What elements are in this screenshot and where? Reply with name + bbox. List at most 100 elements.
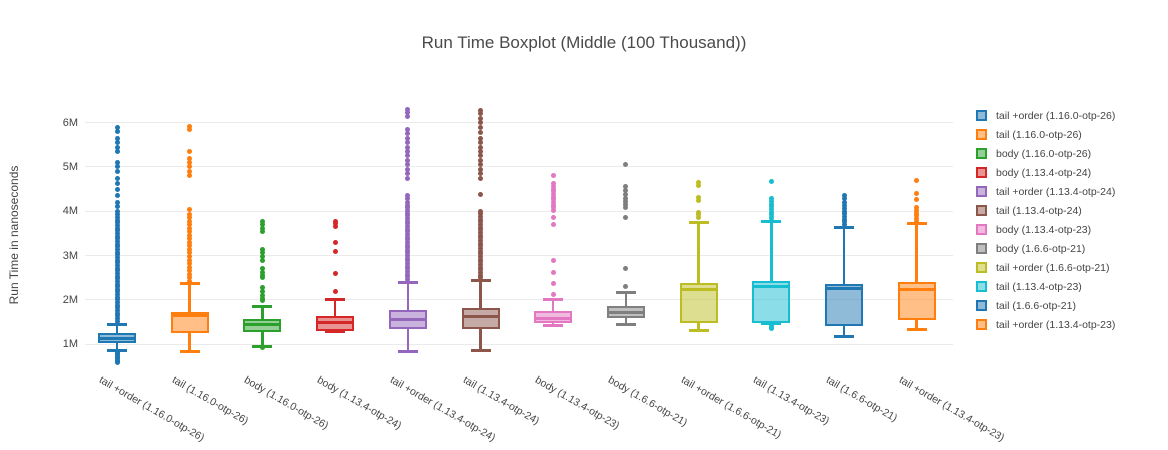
legend-item[interactable]: tail (1.6.6-otp-21): [971, 296, 1115, 315]
outlier-point: [405, 140, 411, 146]
outlier-point: [478, 120, 483, 126]
outlier-point: [114, 140, 120, 146]
outlier-point: [114, 181, 120, 187]
outlier-point: [332, 248, 338, 254]
outlier-point: [114, 254, 120, 260]
outlier-point: [914, 215, 920, 221]
whisker-upper-stem: [406, 282, 410, 310]
y-gridline: [85, 343, 953, 345]
outlier-point: [114, 125, 120, 131]
legend-item[interactable]: tail +order (1.13.4-otp-24): [971, 182, 1115, 201]
outlier-point: [114, 284, 120, 290]
outlier-point: [550, 189, 556, 195]
outlier-point: [768, 201, 774, 207]
outlier-point: [623, 284, 629, 290]
outlier-point: [114, 268, 120, 274]
y-tick-label: 2M: [62, 293, 78, 306]
outlier-point: [114, 246, 120, 252]
outlier-point: [405, 234, 411, 240]
outlier-point: [405, 226, 411, 232]
outlier-point: [478, 148, 483, 154]
outlier-point: [768, 207, 774, 213]
legend-label: body (1.13.4-otp-24): [996, 166, 1092, 179]
outlier-point: [114, 249, 120, 255]
outlier-point: [114, 164, 120, 170]
whisker-lower-cap: [470, 349, 491, 353]
outlier-point: [187, 275, 193, 281]
outlier-point: [114, 225, 120, 231]
median-line: [752, 285, 791, 289]
y-gridline: [85, 299, 953, 301]
legend-label: tail +order (1.13.4-otp-24): [996, 185, 1116, 198]
outlier-point: [478, 107, 483, 113]
outlier-point: [114, 276, 120, 282]
outlier-point: [478, 111, 483, 117]
outlier-point: [187, 250, 193, 256]
outlier-point: [405, 221, 411, 227]
outlier-point: [914, 205, 920, 211]
outlier-point: [405, 237, 411, 243]
whisker-lower-cap: [397, 350, 418, 354]
legend-item[interactable]: tail (1.13.4-otp-24): [971, 201, 1115, 220]
legend-swatch: [976, 129, 987, 140]
y-tick-label: 4M: [62, 205, 78, 218]
outlier-point: [768, 212, 774, 218]
legend-item[interactable]: body (1.13.4-otp-23): [971, 220, 1115, 239]
outlier-point: [187, 264, 193, 270]
outlier-point: [405, 196, 411, 202]
outlier-point: [405, 255, 411, 261]
outlier-point: [405, 269, 411, 275]
outlier-point: [114, 208, 120, 214]
outlier-point: [478, 166, 483, 172]
legend-swatch: [976, 300, 987, 311]
outlier-point: [405, 135, 411, 141]
outlier-point: [405, 171, 411, 177]
outlier-point: [550, 222, 556, 228]
outlier-point: [259, 225, 265, 231]
legend-item[interactable]: body (1.13.4-otp-24): [971, 163, 1115, 182]
legend-item[interactable]: tail +order (1.6.6-otp-21): [971, 258, 1115, 277]
outlier-point: [259, 222, 265, 228]
outlier-point: [550, 202, 556, 208]
outlier-point: [696, 197, 702, 203]
legend-item[interactable]: tail +order (1.16.0-otp-26): [971, 106, 1115, 125]
whisker-upper-cap: [470, 278, 491, 282]
median-line: [461, 314, 500, 318]
outlier-point: [768, 323, 774, 329]
outlier-point: [478, 214, 483, 220]
legend-item[interactable]: tail (1.13.4-otp-23): [971, 277, 1115, 296]
legend-item[interactable]: tail +order (1.13.4-otp-23): [971, 315, 1115, 334]
outlier-point: [478, 275, 483, 281]
outlier-point: [841, 206, 847, 212]
whisker-lower-cap: [761, 321, 782, 325]
median-line: [243, 323, 282, 327]
outlier-point: [259, 257, 265, 263]
legend-item[interactable]: body (1.16.0-otp-26): [971, 144, 1115, 163]
outlier-point: [114, 204, 120, 210]
outlier-point: [187, 271, 193, 277]
outlier-point: [841, 211, 847, 217]
outlier-point: [478, 208, 483, 214]
outlier-point: [114, 215, 120, 221]
legend-swatch: [976, 148, 987, 159]
legend-swatch: [976, 167, 987, 178]
outlier-point: [623, 199, 629, 205]
outlier-point: [623, 188, 629, 194]
whisker-upper-stem: [479, 280, 482, 308]
median-line: [388, 318, 427, 322]
legend-label: body (1.6.6-otp-21): [996, 242, 1086, 255]
whisker-upper-stem: [624, 292, 628, 307]
legend: tail +order (1.16.0-otp-26) tail (1.16.0-…: [971, 106, 1115, 334]
outlier-point: [187, 225, 193, 231]
median-line: [825, 286, 863, 290]
outlier-point: [478, 153, 483, 159]
outlier-point: [405, 166, 411, 172]
legend-swatch: [976, 186, 987, 197]
legend-item[interactable]: tail (1.16.0-otp-26): [971, 125, 1115, 144]
outlier-point: [114, 212, 120, 218]
outlier-point: [114, 220, 120, 226]
legend-item[interactable]: body (1.6.6-otp-21): [971, 239, 1115, 258]
whisker-lower-stem: [261, 332, 264, 347]
outlier-point: [114, 292, 120, 298]
